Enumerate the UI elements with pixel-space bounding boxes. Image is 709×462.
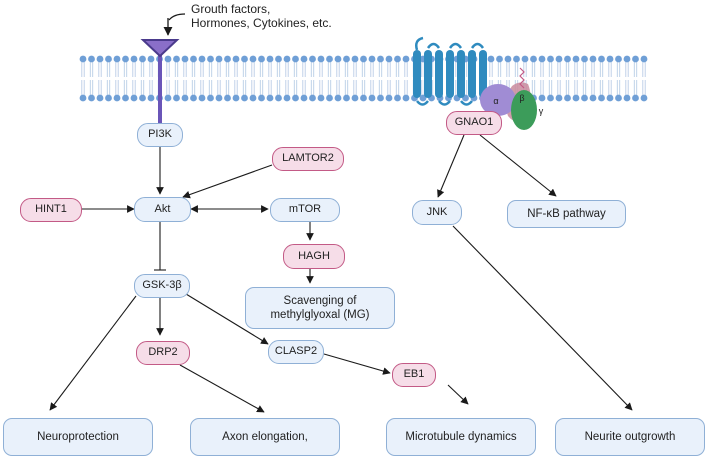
node-mg-line-1: Scavenging of bbox=[283, 294, 357, 307]
arrow-jnk-neurite bbox=[452, 225, 633, 411]
lipid-heads bbox=[79, 55, 648, 102]
arrow-gsk3b-clasp2 bbox=[185, 293, 269, 345]
arrows bbox=[49, 134, 633, 413]
node-lamtor2: LAMTOR2 bbox=[272, 147, 344, 171]
g-protein-heterotrimer-icon: α β γ bbox=[480, 67, 544, 130]
arrow-clasp2-eb1 bbox=[323, 353, 391, 375]
node-clasp2: CLASP2 bbox=[268, 340, 324, 364]
node-mg-line-2: methylglyoxal (MG) bbox=[270, 309, 370, 321]
node-gnao1: GNAO1 bbox=[446, 111, 502, 135]
lipid-tails bbox=[81, 62, 646, 95]
node-eb1: EB1 bbox=[392, 363, 436, 387]
cell-membrane bbox=[79, 55, 648, 102]
arrow-gnao1-nfkb bbox=[479, 134, 557, 197]
node-mtor: mTOR bbox=[270, 198, 340, 222]
node-nfkb: NF-κB pathway bbox=[507, 200, 626, 228]
node-gsk3b: GSK-3β bbox=[134, 274, 190, 298]
ligand-line-2: Hormones, Cytokines, etc. bbox=[191, 16, 332, 31]
node-jnk: JNK bbox=[412, 200, 462, 225]
arrow-drp2-axon bbox=[179, 364, 265, 413]
outcome-axon-elongation: Axon elongation, bbox=[190, 418, 340, 456]
node-drp2: DRP2 bbox=[136, 341, 190, 365]
node-akt: Akt bbox=[134, 197, 191, 222]
arrow-gnao1-jnk bbox=[437, 134, 465, 198]
arrow-gsk3b-neuroprotection bbox=[49, 295, 137, 411]
ligand-label: Grouth factors, Hormones, Cytokines, etc… bbox=[191, 2, 332, 31]
node-pi3k: PI3K bbox=[137, 123, 183, 147]
g-gamma-label: γ bbox=[539, 106, 544, 116]
gpcr-receptor-icon bbox=[413, 36, 494, 106]
outcome-neuroprotection: Neuroprotection bbox=[3, 418, 153, 456]
arrow-eb1-microtubule bbox=[447, 384, 469, 405]
node-hagh: HAGH bbox=[283, 244, 345, 269]
outcome-neurite-outgrowth: Neurite outgrowth bbox=[555, 418, 705, 456]
node-scavenging-mg: Scavenging of methylglyoxal (MG) bbox=[245, 287, 395, 329]
receptor-tyrosine-kinase-icon bbox=[140, 13, 186, 125]
g-alpha-label: α bbox=[493, 96, 498, 106]
ligand-line-1: Grouth factors, bbox=[191, 2, 271, 16]
arrow-lamtor2-akt bbox=[182, 164, 273, 199]
g-beta-label: β bbox=[519, 93, 524, 103]
node-hint1: HINT1 bbox=[20, 198, 82, 222]
outcome-microtubule-dynamics: Microtubule dynamics bbox=[386, 418, 536, 456]
